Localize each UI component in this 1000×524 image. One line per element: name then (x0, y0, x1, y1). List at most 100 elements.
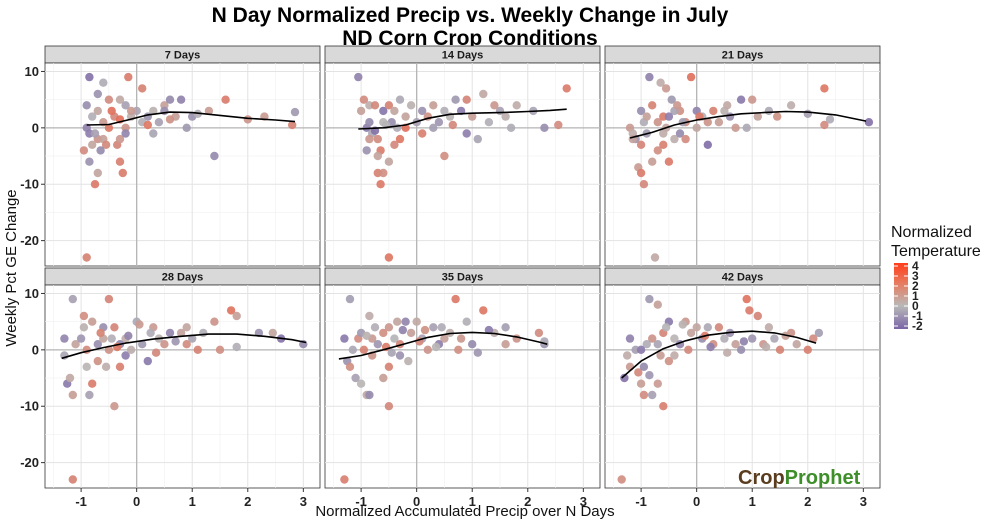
data-point (764, 106, 774, 116)
data-point (384, 362, 394, 371)
data-point (786, 101, 796, 110)
data-point (359, 345, 369, 354)
data-point (143, 120, 152, 130)
chart-subtitle: ND Corn Crop Conditions (342, 27, 597, 50)
smooth-trend-line (338, 331, 548, 360)
data-point (60, 334, 69, 343)
x-tick-label: 0 (693, 494, 700, 509)
smooth-trend-line (61, 333, 307, 360)
data-point (406, 101, 416, 110)
data-point (540, 337, 549, 346)
data-point (736, 95, 746, 104)
x-tick-label: 1 (469, 494, 476, 509)
data-point (667, 95, 676, 104)
legend-tick-label: 1 (912, 289, 919, 303)
smooth-trend-line (358, 108, 567, 130)
data-point (429, 323, 438, 332)
data-point (440, 106, 449, 116)
data-point (115, 362, 125, 371)
data-point (636, 168, 646, 178)
x-tick-label: -1 (75, 494, 87, 509)
data-point (501, 340, 510, 349)
data-point (761, 342, 771, 352)
data-point (731, 340, 740, 349)
panel-28-days: 28 Days (44, 267, 321, 489)
data-point (653, 146, 662, 155)
data-point (76, 334, 86, 343)
data-point (540, 123, 549, 132)
data-point (82, 101, 91, 110)
data-point (703, 118, 712, 127)
data-point (79, 311, 89, 321)
data-point (124, 72, 133, 82)
data-point (639, 390, 649, 400)
panel-7-days: 7 Days (44, 45, 321, 267)
data-point (90, 180, 100, 189)
y-tick-label: 0 (32, 120, 39, 135)
data-point (736, 345, 746, 354)
data-point (165, 328, 175, 338)
data-point (656, 78, 665, 87)
y-tick-label: -20 (20, 233, 39, 248)
data-point (379, 168, 388, 178)
data-point (562, 84, 571, 93)
data-point (176, 95, 186, 104)
data-point (451, 95, 460, 104)
data-point (773, 112, 782, 121)
data-point (88, 140, 97, 149)
data-point (501, 323, 510, 332)
data-point (199, 328, 208, 338)
data-point (639, 362, 649, 371)
data-point (210, 151, 219, 161)
data-point (648, 101, 657, 110)
data-point (448, 120, 457, 130)
data-point (468, 340, 477, 349)
data-point (648, 157, 657, 166)
data-point (93, 356, 103, 366)
data-point (809, 334, 818, 343)
strip-label: 28 Days (162, 272, 204, 284)
data-point (68, 294, 78, 304)
data-point (512, 101, 521, 110)
data-point (739, 337, 749, 346)
data-point (692, 123, 701, 132)
data-point (703, 323, 712, 332)
data-point (370, 101, 380, 110)
data-point (645, 72, 654, 82)
x-tick-label: -1 (355, 494, 367, 509)
data-point (176, 328, 186, 338)
data-point (160, 340, 169, 349)
data-point (88, 317, 97, 326)
smooth-trend-line (86, 111, 296, 126)
data-point (678, 320, 687, 329)
data-point (68, 390, 78, 400)
data-point (714, 118, 724, 127)
legend-tick-label: 2 (912, 279, 919, 293)
logo-text: CropProphet (738, 467, 861, 489)
data-point (288, 120, 297, 130)
data-point (653, 118, 662, 127)
data-point (429, 123, 438, 132)
data-point (501, 112, 510, 121)
data-point (625, 334, 635, 343)
data-point (124, 331, 133, 340)
data-point (664, 157, 674, 166)
data-point (473, 348, 482, 357)
data-point (373, 134, 382, 144)
data-point (636, 140, 646, 149)
data-point (365, 118, 374, 127)
data-point (664, 112, 674, 121)
chart-title: N Day Normalized Precip vs. Weekly Chang… (212, 4, 729, 27)
data-point (93, 168, 103, 178)
data-point (107, 106, 116, 116)
panel-35-days: 35 Days (324, 267, 601, 489)
data-point (670, 134, 679, 144)
data-point (85, 157, 94, 166)
data-point (387, 348, 396, 357)
data-point (359, 95, 369, 104)
logo-crop: Crop (738, 467, 785, 489)
data-point (479, 89, 488, 99)
data-point (356, 379, 366, 388)
data-point (709, 106, 718, 116)
data-point (93, 106, 103, 116)
